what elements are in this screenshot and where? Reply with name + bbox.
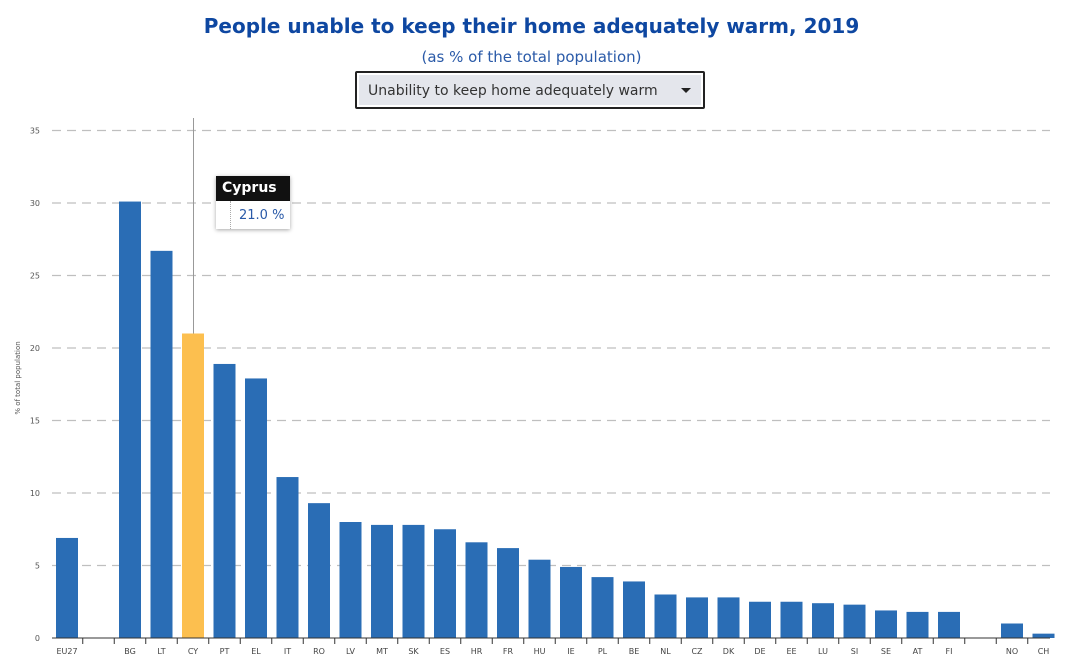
x-tick-label: DE [754,647,765,656]
y-tick-label: 15 [30,417,40,426]
bar-nl[interactable] [654,594,677,639]
y-axis-label: % of total population [14,341,22,414]
bar-hr[interactable] [465,542,488,638]
bars [56,201,1055,639]
indicator-dropdown-value: Unability to keep home adequately warm [368,83,658,99]
bar-cz[interactable] [686,597,708,638]
chart-title: People unable to keep their home adequat… [203,14,860,38]
bar-pt[interactable] [213,363,236,638]
x-tick-label: LU [818,647,828,656]
x-tick-label: NL [660,647,671,656]
y-tick-label: 30 [30,199,40,208]
bar-mt[interactable] [371,524,393,638]
bar-at[interactable] [906,611,929,638]
y-tick-label: 25 [30,272,40,281]
x-tick-label: FR [503,647,514,656]
x-tick-label: MT [376,647,388,656]
bar-ro[interactable] [308,503,330,638]
x-axis-labels: EU27 BG LT CY PT EL IT RO LV MT SK ES HR FR HU IE PL BE NL… [56,647,1049,656]
chart-subtitle: (as % of the total population) [421,48,642,66]
bar-bg[interactable] [119,201,141,639]
y-tick-label: 35 [30,127,40,136]
bar-it[interactable] [276,477,299,638]
bar-de[interactable] [749,601,771,638]
tooltip-swatch [216,201,231,229]
x-tick-label: IT [284,647,291,656]
tooltip-country: Cyprus [216,176,290,201]
bar-cy[interactable] [182,333,204,639]
x-tick-label: IE [567,647,574,656]
caret-down-icon [681,88,691,93]
x-tick-label: RO [313,647,325,656]
x-tick-label: BG [124,647,136,656]
x-tick-label: CH [1038,647,1050,656]
bar-eu27[interactable] [56,537,78,638]
x-tick-label: EL [251,647,261,656]
x-tick-label: PT [220,647,230,656]
bar-el[interactable] [245,378,267,638]
bar-lv[interactable] [339,522,362,638]
x-tick-label: FI [946,647,953,656]
tooltip: Cyprus 21.0 % [216,176,290,229]
bar-ch[interactable] [1032,633,1055,638]
x-tick-label: EE [786,647,796,656]
x-tick-label: SI [851,647,858,656]
x-tick-label: LV [346,647,356,656]
bar-lt[interactable] [150,250,173,638]
x-tick-label: PL [598,647,608,656]
bar-hu[interactable] [528,559,551,638]
x-tick-label: CY [188,647,198,656]
bar-se[interactable] [875,610,897,638]
x-tick-label: CZ [691,647,703,656]
x-tick-label: LT [157,647,165,656]
bar-pl[interactable] [591,577,614,638]
bar-dk[interactable] [717,597,740,638]
x-tick-label: AT [913,647,923,656]
y-tick-label: 0 [35,634,40,643]
x-axis-ticks [82,638,1029,644]
x-tick-label: SE [881,647,891,656]
bar-lu[interactable] [812,603,834,638]
bar-fr[interactable] [497,548,519,638]
x-tick-label: SK [408,647,419,656]
x-tick-label: BE [629,647,640,656]
tooltip-value: 21.0 % [239,207,285,223]
x-tick-label: DK [723,647,735,656]
x-tick-label: EU27 [56,647,77,656]
x-tick-label: HR [471,647,483,656]
bar-be[interactable] [623,581,645,638]
x-tick-label: ES [440,647,450,656]
x-tick-label: HU [534,647,546,656]
bar-no[interactable] [1001,623,1023,639]
y-tick-label: 20 [30,344,40,353]
bar-fi[interactable] [938,611,960,638]
bar-si[interactable] [843,604,866,638]
y-axis-ticks: 0 5 10 15 20 25 30 35 [30,127,40,644]
bar-ee[interactable] [780,601,803,638]
y-tick-label: 5 [35,562,40,571]
bar-ie[interactable] [560,566,582,638]
bar-es[interactable] [434,529,456,638]
bar-sk[interactable] [402,524,425,638]
y-tick-label: 10 [30,489,40,498]
x-tick-label: NO [1006,647,1018,656]
indicator-dropdown[interactable]: Unability to keep home adequately warm [355,71,705,109]
